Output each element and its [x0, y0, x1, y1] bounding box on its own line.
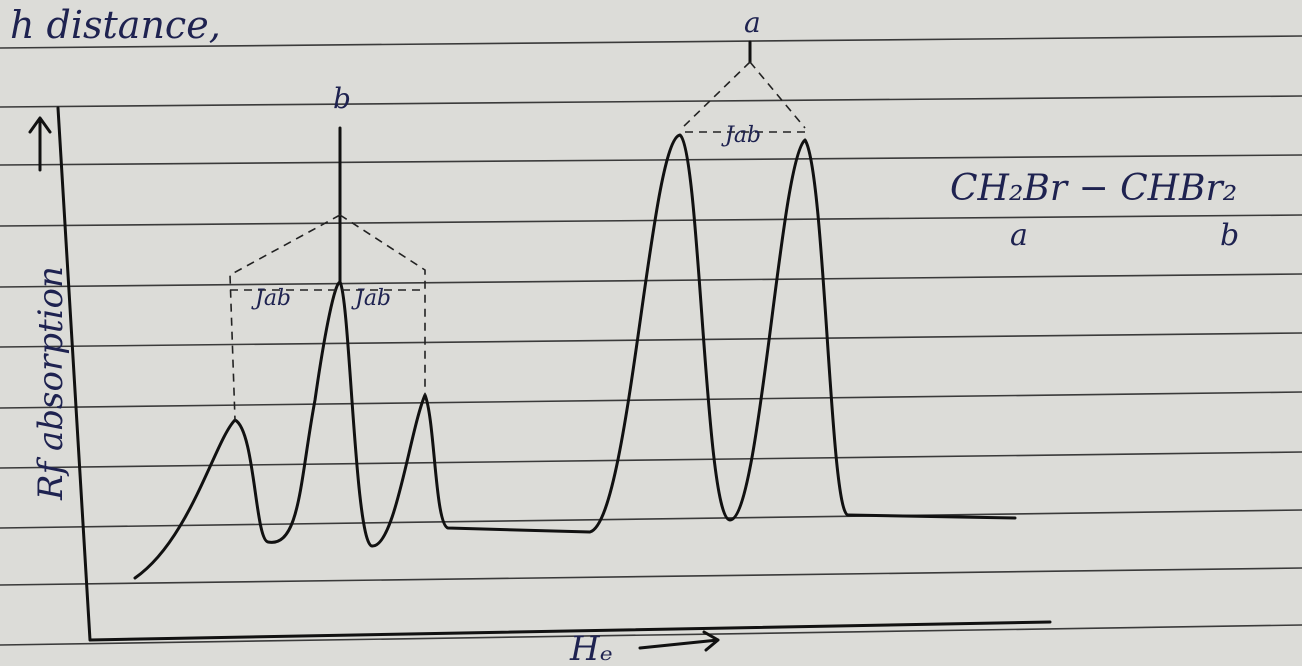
rule — [0, 451, 1302, 469]
coupling-label: Jab — [251, 286, 291, 311]
splitting-tree — [229, 214, 426, 421]
y-arrow — [28, 116, 52, 172]
x-axis-label: Hₑ — [569, 629, 613, 666]
rule — [0, 509, 1302, 529]
rule — [0, 624, 1302, 646]
rule — [0, 35, 1302, 49]
peak-label: b — [333, 82, 351, 115]
formula: CH₂Br − CHBr₂ — [950, 168, 1237, 209]
peak-label: a — [744, 6, 761, 39]
rule — [0, 154, 1302, 166]
splitting-tree — [679, 61, 806, 133]
y-axis-label: Rf absorption — [31, 266, 71, 501]
axes — [56, 106, 1052, 642]
rule — [0, 214, 1302, 227]
ruled-lines — [0, 35, 1302, 646]
formula-label: b — [1220, 218, 1239, 253]
coupling-label: Jab — [721, 123, 761, 148]
spectrum — [133, 133, 1017, 580]
formula-label: a — [1010, 218, 1028, 253]
coupling-label: Jab — [351, 286, 391, 311]
rule — [0, 332, 1302, 348]
rule — [0, 567, 1302, 586]
rule — [0, 391, 1302, 409]
header-text: h distance, — [10, 3, 221, 47]
rule — [0, 95, 1302, 108]
x-arrow — [638, 630, 720, 652]
rule — [0, 273, 1302, 288]
